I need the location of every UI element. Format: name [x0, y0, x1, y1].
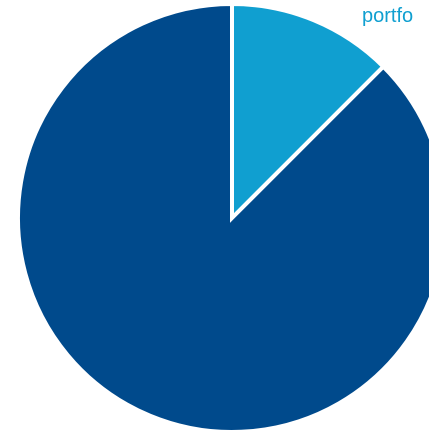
pie-slices: [16, 1, 429, 434]
pie-slice-1: [16, 1, 429, 434]
pie-slice-0: [230, 1, 387, 223]
slice-label-portfolio: portfo: [362, 5, 413, 27]
